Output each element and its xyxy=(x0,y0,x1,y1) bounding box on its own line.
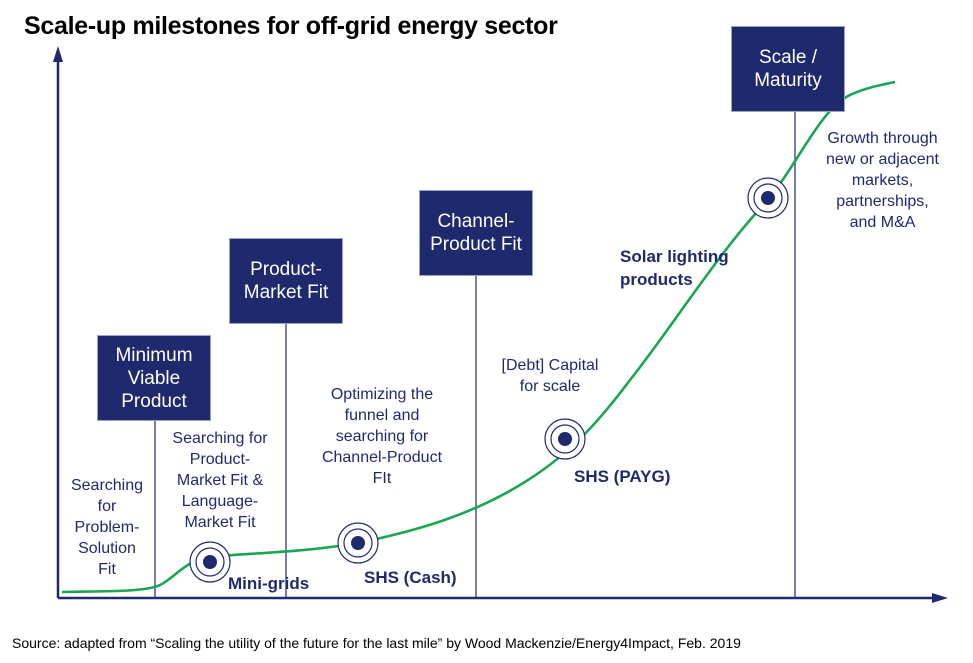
stage-4-line-2: for scale xyxy=(519,378,581,395)
chart-title: Scale-up milestones for off-grid energy … xyxy=(24,12,558,40)
stage-5-line-1: Growth through xyxy=(827,130,938,147)
stage-text-growth: Growth through new or adjacent markets, … xyxy=(810,128,955,233)
solar-lighting-line-1: Solar lighting xyxy=(620,247,729,266)
stage-5-line-5: and M&A xyxy=(849,214,916,231)
target-marker-shs-cash xyxy=(337,522,379,564)
stage-3-line-2: funnel and xyxy=(344,407,420,424)
milestone-scale-line-1: Scale / xyxy=(758,47,818,68)
stage-2-line-2: Product- xyxy=(189,451,251,468)
label-mini-grids: Mini-grids xyxy=(228,574,310,593)
stage-2-line-1: Searching for xyxy=(172,430,268,447)
source-note: Source: adapted from “Scaling the utilit… xyxy=(12,635,741,651)
target-marker-mini-grids xyxy=(189,541,231,583)
growth-curve xyxy=(61,80,896,594)
milestone-mvp-line-2: Viable xyxy=(127,367,181,389)
stage-2-line-4: Language- xyxy=(181,493,259,510)
stage-2-line-3: Market Fit & xyxy=(176,472,264,489)
y-axis-arrow xyxy=(53,46,63,62)
stage-4-line-1: [Debt] Capital xyxy=(501,357,599,374)
milestone-box-scale-maturity: Scale / Maturity xyxy=(731,26,845,112)
milestone-pmf-line-1: Product- xyxy=(250,259,322,280)
stage-2-line-5: Market Fit xyxy=(184,514,256,531)
stage-text-product-market-fit: Searching for Product- Market Fit & Lang… xyxy=(156,428,284,533)
label-shs-payg: SHS (PAYG) xyxy=(574,467,671,486)
milestone-box-mvp: Minimum Viable Product xyxy=(97,335,211,421)
stage-3-line-1: Optimizing the xyxy=(330,386,434,403)
stage-5-line-4: partnerships, xyxy=(836,193,929,210)
stage-1-line-5: Fit xyxy=(98,561,116,578)
milestone-box-product-market-fit: Product- Market Fit xyxy=(229,238,343,324)
target-marker-shs-payg xyxy=(544,418,586,460)
milestone-mvp-line-1: Minimum xyxy=(115,344,193,366)
solar-lighting-line-2: products xyxy=(620,270,693,289)
stage-1-line-3: Problem- xyxy=(74,519,140,536)
stage-text-channel-product-fit: Optimizing the funnel and searching for … xyxy=(300,384,464,489)
stage-text-debt-capital: [Debt] Capital for scale xyxy=(490,355,610,397)
label-shs-cash: SHS (Cash) xyxy=(364,568,457,587)
stage-3-line-5: FIt xyxy=(372,470,392,487)
stage-1-line-1: Searching xyxy=(70,477,144,494)
stage-5-line-3: markets, xyxy=(851,172,914,189)
x-axis-arrow xyxy=(932,593,948,603)
stage-3-line-3: searching for xyxy=(335,428,429,445)
stage-1-line-2: for xyxy=(97,498,117,515)
milestone-mvp-line-3: Product xyxy=(121,390,187,412)
milestone-scale-line-2: Maturity xyxy=(754,70,822,91)
target-marker-solar-lighting xyxy=(747,177,789,219)
milestone-cpf-line-1: Channel- xyxy=(437,211,515,232)
stage-text-problem-solution-fit: Searching for Problem- Solution Fit xyxy=(60,475,154,580)
stage-3-line-4: Channel-Product xyxy=(321,449,443,466)
milestone-cpf-line-2: Product Fit xyxy=(430,234,522,255)
stage-5-line-2: new or adjacent xyxy=(826,151,939,168)
milestone-box-channel-product-fit: Channel- Product Fit xyxy=(419,190,533,276)
milestone-pmf-line-2: Market Fit xyxy=(243,282,329,303)
stage-1-line-4: Solution xyxy=(78,540,136,557)
label-solar-lighting: Solar lighting products xyxy=(620,245,729,291)
